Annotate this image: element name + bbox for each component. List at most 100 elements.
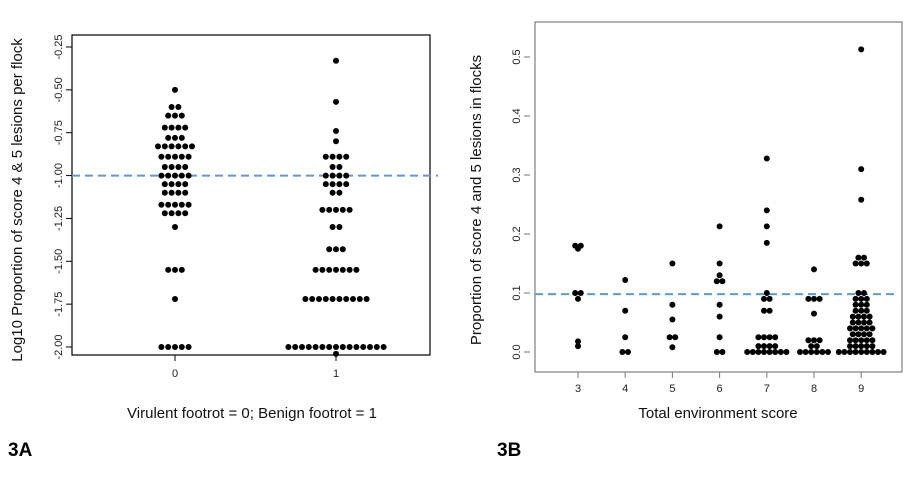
data-point-3a [312,266,319,273]
data-point-3b [866,331,873,338]
data-point-3b [761,307,767,314]
data-point-3a [333,138,339,145]
data-point-3a [165,172,172,179]
data-point-3b [763,223,770,230]
data-point-3a [185,172,192,179]
y-tick-label-3a: -0.75 [53,120,65,145]
data-point-3a [333,350,339,357]
data-point-3a [155,143,161,150]
data-point-3b [811,266,817,273]
data-point-3b [852,307,859,314]
data-point-3a [172,266,178,273]
data-point-3b [816,337,823,344]
y-axis-3a: -2.00 -1.75 -1.50 -1.25 -1.00 -0.75 -0.50 -0.25 [53,34,72,360]
panel-label-3b: 3B [497,440,521,461]
data-point-3a [326,344,333,350]
data-point-3a [158,153,165,160]
panel-3b: 0.0 0.1 0.2 0.3 0.4 0.5 3 4 5 6 7 8 9 Proportion of… [468,21,903,461]
data-point-3a [363,296,370,302]
y-tick-label-3b: 0.2 [511,226,523,241]
data-point-3b [716,223,723,230]
data-point-3a [333,128,339,134]
data-point-3b [763,239,770,246]
data-point-3b [811,310,817,317]
data-point-3a [178,172,185,179]
data-point-3a [185,201,192,208]
plot-frame-3b [534,21,903,373]
data-point-3a [161,189,168,196]
data-point-3b [805,337,812,344]
data-point-3b [763,155,770,162]
data-point-3b [849,313,856,320]
data-point-3a [336,296,343,302]
data-point-3b [575,295,581,302]
data-point-3b [761,295,767,302]
data-point-3a [333,206,339,213]
data-point-3b [849,331,856,338]
data-point-3a [172,134,178,141]
data-point-3a [165,266,172,273]
y-axis-3b: 0.0 0.1 0.2 0.3 0.4 0.5 [511,49,530,360]
data-point-3b [755,334,762,341]
data-point-3b [880,349,887,355]
data-point-3a [343,172,350,179]
data-point-3a [329,172,336,179]
data-point-3b [666,334,673,341]
data-point-3a [165,344,172,350]
y-tick-label-3a: -1.50 [53,249,65,274]
data-point-3a [178,134,185,141]
data-point-3b [863,301,870,308]
data-point-3a [182,143,189,150]
data-point-3b [825,349,831,355]
data-point-3a [168,189,175,196]
data-point-3b [858,295,865,302]
data-point-3b [672,334,679,341]
data-point-3b [808,349,815,355]
data-point-3b [761,343,767,350]
data-point-3b [861,290,867,296]
data-point-3a [312,344,319,350]
data-point-3a [172,224,178,230]
data-point-3b [797,349,803,355]
data-point-3a [336,224,343,230]
data-point-3a [168,124,175,131]
data-point-3a [161,124,168,131]
data-point-3a [309,296,316,302]
data-point-3a [333,57,339,64]
data-point-3b [805,295,812,302]
data-point-3a [172,153,178,160]
data-point-3a [285,344,292,350]
data-point-3a [339,246,346,253]
x-tick-label-3a: 1 [333,368,339,380]
data-point-3b [858,260,865,267]
data-point-3a [333,344,339,350]
x-axis-title-3a: Virulent footrot = 0; Benign footrot = 1 [127,405,377,422]
data-point-3a [172,86,178,93]
data-point-3a [161,143,168,150]
data-point-3a [333,98,339,105]
data-point-3a [319,266,326,273]
points-3b [572,46,887,355]
data-point-3b [835,349,842,355]
data-point-3b [858,349,865,355]
x-tick-label-3b: 4 [622,383,628,395]
data-point-3b [869,337,876,344]
data-point-3a [319,206,326,213]
data-point-3a [336,181,343,188]
data-point-3b [813,343,820,350]
data-point-3b [772,334,779,341]
data-point-3a [336,189,343,196]
data-point-3b [841,349,848,355]
data-point-3b [716,272,723,279]
data-point-3b [863,349,870,355]
data-point-3a [353,266,360,273]
data-point-3b [766,334,773,341]
points-3a [155,57,387,357]
data-point-3a [339,344,346,350]
y-tick-label-3a: -0.50 [53,77,65,102]
data-point-3a [292,344,299,350]
data-point-3a [326,246,333,253]
data-point-3b [863,337,870,344]
data-point-3b [777,349,784,355]
